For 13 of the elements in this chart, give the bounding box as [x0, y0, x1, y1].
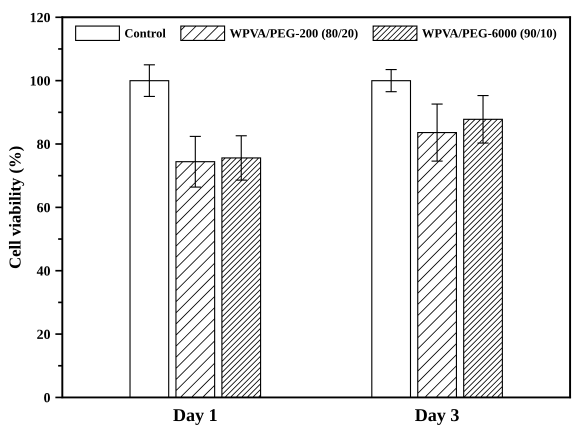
y-tick-label: 0	[44, 393, 50, 402]
legend-label: WPVA/PEG-200 (80/20)	[230, 28, 358, 40]
y-tick-label: 60	[37, 202, 50, 212]
x-tick-label: Day 1	[173, 409, 217, 425]
y-tick-label: 80	[37, 140, 50, 149]
x-tick-label: Day 3	[415, 409, 459, 425]
legend-label: Control	[125, 28, 166, 38]
y-axis-title: Cell viability (%)	[8, 146, 24, 268]
y-tick-label: 100	[30, 76, 50, 86]
legend-label: WPVA/PEG-6000 (90/10)	[422, 28, 556, 40]
y-tick-label: 40	[36, 266, 50, 276]
y-tick-label: 120	[30, 12, 50, 22]
y-tick-label: 20	[37, 330, 50, 340]
